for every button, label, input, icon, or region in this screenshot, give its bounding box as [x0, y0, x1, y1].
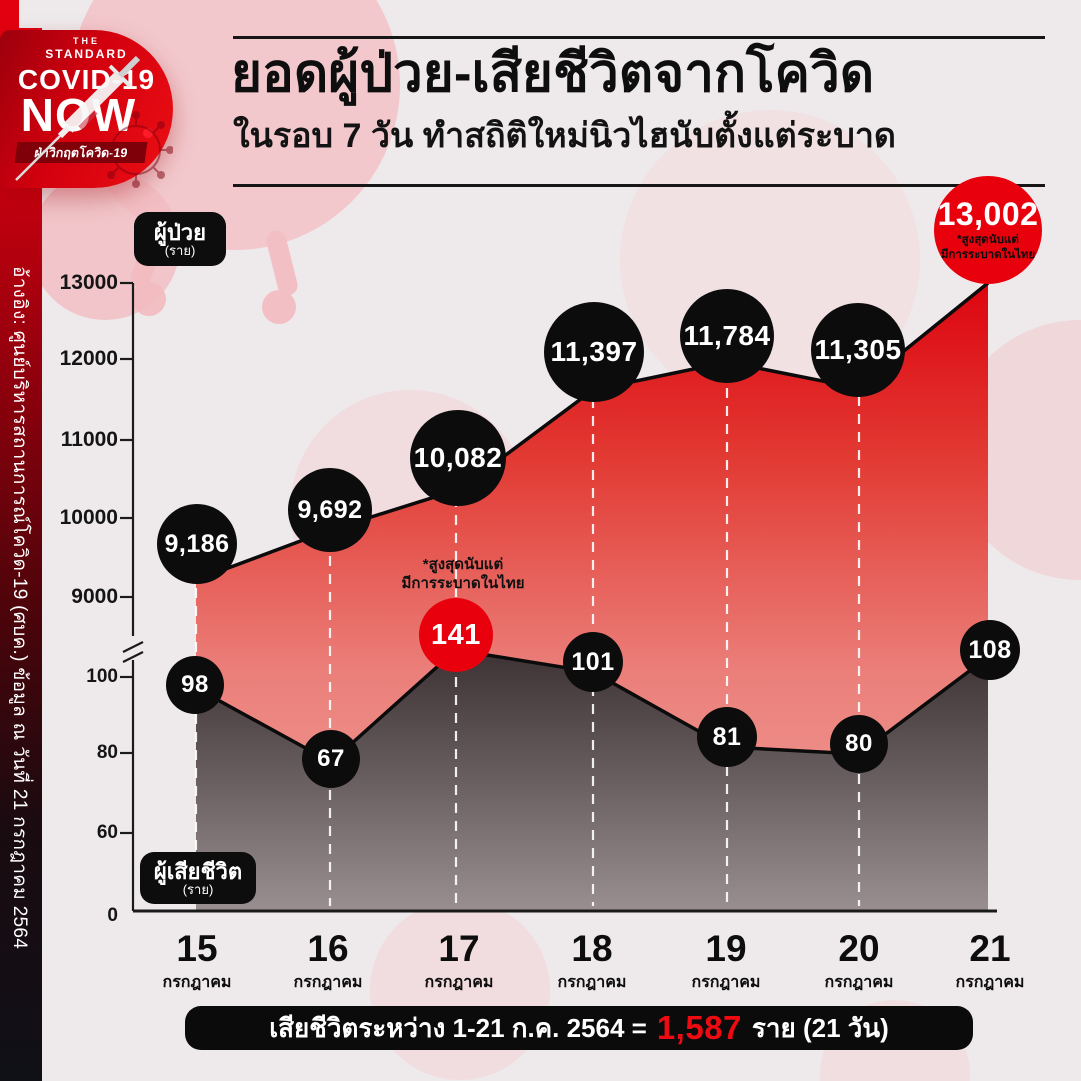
- x-label-17: 17 กรกฎาคม: [394, 930, 524, 995]
- summary-suffix: ราย (21 วัน): [751, 1012, 889, 1043]
- deaths-legend-unit: (ราย): [182, 881, 214, 897]
- y-tick-80: 80: [96, 742, 118, 763]
- y-tick-9000: 9000: [71, 585, 118, 608]
- month-label: กรกฎาคม: [424, 974, 494, 991]
- month-label: กรกฎาคม: [293, 974, 363, 991]
- logo-tagline: ฝ่าวิกฤตโควิด-19: [14, 142, 148, 163]
- x-label-19: 19 กรกฎาคม: [661, 930, 791, 995]
- brand-the: THE: [73, 36, 100, 46]
- y-tick-12000: 12000: [59, 347, 118, 370]
- y-tick-60: 60: [96, 822, 118, 843]
- deaths-record-note-line2: มีการระบาดในไทย: [401, 574, 525, 592]
- deaths-record-note-line1: *สูงสุดนับแต่: [422, 556, 504, 573]
- month-label: กรกฎาคม: [162, 974, 232, 991]
- deaths-point-15: 98: [166, 656, 224, 714]
- x-label-21: 21 กรกฎาคม: [925, 930, 1055, 995]
- cases-record-point-21: 13,002 *สูงสุดนับแต่ มีการระบาดในไทย: [934, 176, 1042, 284]
- cases-legend-pill: ผู้ป่วย (ราย): [134, 212, 226, 266]
- summary-prefix: เสียชีวิตระหว่าง 1-21 ก.ค. 2564 =: [269, 1012, 647, 1043]
- virus-blob-decoration: [370, 900, 550, 1080]
- summary-total: 1,587: [656, 1009, 742, 1046]
- covid19-now-logo: THE STANDARD COVID-19 NOW ฝ่าวิกฤตโควิด-…: [0, 30, 173, 188]
- deaths-point-16: 67: [302, 730, 360, 788]
- cases-legend-label: ผู้ป่วย: [153, 219, 207, 245]
- day-number: 18: [571, 928, 613, 969]
- month-label: กรกฎาคม: [824, 974, 894, 991]
- x-label-16: 16 กรกฎาคม: [263, 930, 393, 995]
- cases-point-16: 9,692: [288, 468, 372, 552]
- page-subtitle: ในรอบ 7 วัน ทำสถิติใหม่นิวไฮนับตั้งแต่ระ…: [233, 117, 896, 155]
- deaths-point-18: 101: [563, 632, 623, 692]
- cases-point-17: 10,082: [410, 410, 506, 506]
- cases-record-value: 13,002: [937, 196, 1039, 233]
- deaths-point-20: 80: [830, 715, 888, 773]
- cases-point-15: 9,186: [157, 504, 237, 584]
- x-label-15: 15 กรกฎาคม: [132, 930, 262, 995]
- x-label-20: 20 กรกฎาคม: [794, 930, 924, 995]
- brand-standard: STANDARD: [45, 46, 128, 61]
- deaths-legend-pill: ผู้เสียชีวิต (ราย): [140, 852, 256, 904]
- deaths-legend-label: ผู้เสียชีวิต: [153, 858, 243, 884]
- the-standard-brand: THE STANDARD: [0, 36, 173, 61]
- deaths-record-note: *สูงสุดนับแต่ มีการระบาดในไทย: [397, 556, 529, 594]
- cases-legend-unit: (ราย): [164, 242, 196, 258]
- logo-red-dot: [143, 128, 153, 138]
- cases-record-note-line1: *สูงสุดนับแต่: [957, 234, 1019, 247]
- day-number: 16: [307, 928, 349, 969]
- y-tick-100: 100: [86, 666, 118, 687]
- logo-now-text: NOW: [20, 89, 137, 141]
- header-bottom-rule: [233, 184, 1045, 187]
- day-number: 19: [705, 928, 747, 969]
- y-axis: [120, 281, 144, 911]
- y-tick-13000: 13000: [59, 271, 118, 294]
- virus-knob-decoration: [262, 290, 296, 324]
- cases-point-18: 11,397: [544, 302, 644, 402]
- left-ribbon: [0, 28, 42, 1081]
- left-ribbon-corner: [0, 0, 19, 36]
- cases-point-20: 11,305: [811, 303, 905, 397]
- x-label-18: 18 กรกฎาคม: [527, 930, 657, 995]
- day-number: 21: [969, 928, 1011, 969]
- day-number: 17: [438, 928, 480, 969]
- page-title: ยอดผู้ป่วย-เสียชีวิตจากโควิด: [231, 44, 875, 103]
- deaths-summary-bar: เสียชีวิตระหว่าง 1-21 ก.ค. 2564 = 1,587 …: [185, 1006, 973, 1050]
- y-tick-11000: 11000: [60, 428, 118, 451]
- deaths-point-21: 108: [960, 620, 1020, 680]
- day-number: 15: [176, 928, 218, 969]
- month-label: กรกฎาคม: [691, 974, 761, 991]
- cases-record-note-line2: มีการระบาดในไทย: [940, 248, 1036, 261]
- deaths-record-point-17: 141: [419, 598, 493, 672]
- y-tick-10000: 10000: [59, 506, 118, 529]
- month-label: กรกฎาคม: [955, 974, 1025, 991]
- y-tick-0: 0: [107, 905, 118, 926]
- header-top-rule: [233, 36, 1045, 39]
- deaths-point-19: 81: [697, 707, 757, 767]
- cases-point-19: 11,784: [680, 289, 774, 383]
- month-label: กรกฎาคม: [557, 974, 627, 991]
- day-number: 20: [838, 928, 880, 969]
